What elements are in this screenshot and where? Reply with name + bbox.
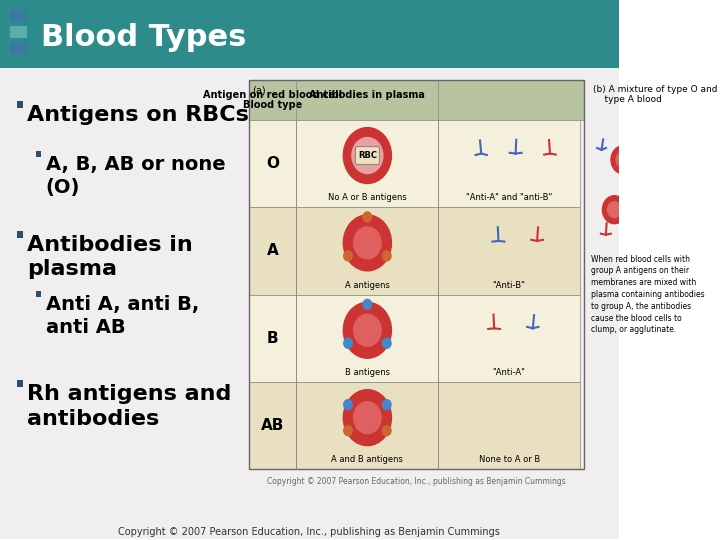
- Circle shape: [343, 127, 392, 184]
- Circle shape: [343, 390, 392, 446]
- Text: Antigen on red blood cell: Antigen on red blood cell: [203, 90, 343, 100]
- Circle shape: [354, 314, 381, 346]
- Circle shape: [603, 195, 626, 224]
- Bar: [17, 381, 23, 388]
- Text: No A or B antigens: No A or B antigens: [328, 193, 407, 202]
- Bar: [249, 80, 585, 469]
- FancyBboxPatch shape: [356, 146, 379, 165]
- Circle shape: [624, 176, 648, 204]
- Bar: [17, 101, 23, 108]
- Circle shape: [343, 400, 352, 410]
- Text: Copyright © 2007 Pearson Education, Inc., publishing as Benjamin Cummings: Copyright © 2007 Pearson Education, Inc.…: [118, 527, 500, 537]
- Circle shape: [343, 251, 352, 261]
- Text: Blood type: Blood type: [243, 100, 302, 110]
- Bar: [438, 295, 580, 382]
- Text: "Anti-A": "Anti-A": [492, 368, 526, 377]
- Text: A, B, AB or none
(O): A, B, AB or none (O): [45, 155, 225, 197]
- Circle shape: [352, 138, 383, 173]
- Bar: [249, 295, 297, 382]
- Circle shape: [642, 217, 656, 233]
- Text: B antigens: B antigens: [345, 368, 390, 377]
- Bar: [438, 207, 580, 295]
- Bar: [17, 231, 23, 238]
- Bar: [249, 207, 297, 295]
- Text: O: O: [266, 156, 279, 171]
- Text: Copyright © 2007 Pearson Education, Inc., publishing as Benjamin Cummings: Copyright © 2007 Pearson Education, Inc.…: [267, 477, 566, 487]
- Circle shape: [636, 211, 661, 239]
- Text: Antibodies in plasma: Antibodies in plasma: [310, 90, 426, 100]
- Circle shape: [382, 338, 391, 348]
- Bar: [297, 207, 438, 295]
- Circle shape: [651, 137, 665, 153]
- Bar: [36, 151, 41, 157]
- Text: When red blood cells with
group A antigens on their
membranes are mixed with
pla: When red blood cells with group A antige…: [591, 255, 705, 334]
- Bar: [249, 382, 297, 469]
- Bar: [249, 80, 585, 120]
- Text: (a): (a): [252, 86, 266, 96]
- FancyBboxPatch shape: [0, 0, 618, 68]
- Text: (b) A mixture of type O and
    type A blood: (b) A mixture of type O and type A blood: [593, 85, 717, 104]
- Text: None to A or B: None to A or B: [479, 455, 540, 464]
- Text: A and B antigens: A and B antigens: [331, 455, 403, 464]
- Text: RBC: RBC: [358, 151, 377, 160]
- Text: Antigens on RBCs: Antigens on RBCs: [27, 105, 249, 125]
- Text: AB: AB: [261, 418, 284, 433]
- Circle shape: [343, 302, 392, 358]
- Circle shape: [354, 227, 381, 259]
- Text: A: A: [267, 244, 279, 259]
- Bar: [249, 120, 297, 207]
- Circle shape: [608, 202, 621, 218]
- Circle shape: [645, 131, 670, 159]
- Circle shape: [343, 338, 352, 348]
- Bar: [297, 382, 438, 469]
- Text: Anti A, anti B,
anti AB: Anti A, anti B, anti AB: [45, 295, 199, 337]
- Bar: [297, 295, 438, 382]
- Circle shape: [382, 400, 391, 410]
- Circle shape: [663, 172, 678, 188]
- Text: Antibodies in
plasma: Antibodies in plasma: [27, 235, 193, 280]
- Text: A antigens: A antigens: [345, 281, 390, 289]
- Circle shape: [611, 146, 635, 174]
- Text: "Anti-B": "Anti-B": [492, 281, 526, 289]
- Circle shape: [382, 426, 391, 436]
- Circle shape: [363, 212, 372, 222]
- Circle shape: [658, 166, 683, 194]
- Text: Rh antigens and
antibodies: Rh antigens and antibodies: [27, 384, 232, 429]
- Circle shape: [343, 426, 352, 436]
- Bar: [10, 10, 27, 22]
- Bar: [0, 68, 618, 539]
- Circle shape: [343, 215, 392, 271]
- Circle shape: [354, 402, 381, 434]
- Text: "Anti-A" and "anti-B": "Anti-A" and "anti-B": [466, 193, 552, 202]
- Circle shape: [629, 182, 643, 198]
- Text: Blood Types: Blood Types: [41, 23, 247, 52]
- Circle shape: [616, 152, 630, 168]
- Bar: [10, 26, 27, 38]
- Bar: [438, 382, 580, 469]
- Bar: [36, 291, 41, 296]
- Bar: [438, 120, 580, 207]
- Text: B: B: [267, 331, 279, 346]
- Bar: [10, 42, 27, 54]
- Circle shape: [363, 299, 372, 309]
- Circle shape: [382, 251, 391, 261]
- Bar: [297, 120, 438, 207]
